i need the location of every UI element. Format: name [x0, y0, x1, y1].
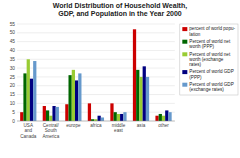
x-tick-label: middleeast: [112, 123, 126, 133]
bar: [65, 104, 68, 121]
bar: [52, 106, 55, 121]
bars: [20, 29, 172, 121]
bar: [136, 70, 139, 121]
bar: [91, 119, 94, 121]
x-tick-label: asia: [137, 123, 146, 128]
legend-label: Percent of world networth (exchangerates…: [189, 52, 231, 67]
legend-label: Percent of world GDP(exchange rates): [189, 82, 233, 92]
x-tick-label: Central/SouthAmerica: [42, 123, 59, 139]
bar: [133, 29, 136, 121]
y-tick-label: 55: [10, 22, 16, 27]
bar: [49, 116, 52, 121]
bar: [143, 66, 146, 121]
y-tick-label: 30: [10, 66, 16, 71]
bar: [114, 112, 117, 121]
x-tick-label: europe: [66, 123, 81, 128]
bar: [43, 106, 46, 121]
bar: [78, 73, 81, 121]
grid-line: [17, 41, 175, 42]
grid-line: [17, 94, 175, 95]
legend-label: Percent of world GDP(PPP): [189, 69, 233, 79]
grid-line: [17, 32, 175, 33]
y-tick-label: 25: [10, 75, 16, 80]
bar: [75, 80, 78, 121]
bar: [23, 73, 26, 121]
bar: [101, 117, 104, 121]
grid-line: [17, 24, 175, 25]
legend-frame: [180, 24, 238, 95]
x-tick-label: USAandCanada: [20, 123, 37, 139]
x-tick-label: africa: [90, 123, 102, 128]
bar: [20, 112, 23, 121]
legend-swatch: [182, 27, 187, 31]
x-axis: USAandCanada Central/SouthAmerica europe af…: [20, 123, 169, 139]
bar: [27, 59, 30, 121]
x-tick-label: other: [158, 123, 169, 128]
plot-area: [17, 24, 175, 121]
grid-line: [17, 112, 175, 113]
legend-swatch: [182, 83, 187, 87]
bar: [168, 112, 171, 121]
bar: [33, 61, 36, 121]
legend-swatch: [182, 52, 187, 56]
bar: [146, 77, 149, 121]
y-tick-label: 50: [10, 30, 16, 35]
y-tick-label: 35: [10, 57, 16, 62]
y-tick-label: 15: [10, 92, 16, 97]
grid-line: [17, 59, 175, 60]
bar: [155, 116, 158, 121]
grid-line: [17, 103, 175, 104]
bar: [162, 116, 165, 121]
bar: [110, 103, 113, 121]
y-tick-label: 10: [10, 101, 16, 106]
y-tick-label: 20: [10, 83, 16, 88]
y-axis: 0 5 10 15 20 25 30 35 40 45 50 55: [10, 22, 175, 124]
bar: [117, 114, 120, 121]
grid-line: [17, 68, 175, 69]
bar: [56, 107, 59, 121]
y-tick-label: 45: [10, 39, 16, 44]
bar: [120, 114, 123, 121]
bar: [46, 110, 49, 121]
bar: [159, 114, 162, 121]
legend-swatch: [182, 70, 187, 74]
bar: [123, 112, 126, 121]
grid-line: [17, 50, 175, 51]
chart: World Distribution of Household Wealth,G…: [0, 0, 240, 158]
bar: [88, 103, 91, 121]
bar: [68, 75, 71, 121]
x-axis-line: [17, 121, 175, 122]
bar: [72, 70, 75, 121]
legend-swatch: [182, 40, 187, 44]
grid-line: [17, 76, 175, 77]
legend-label: Percent of world networth (PPP): [189, 39, 231, 49]
y-tick-label: 0: [12, 119, 15, 124]
bar: [139, 77, 142, 121]
grid-line: [17, 85, 175, 86]
bar: [165, 110, 168, 121]
bar: [98, 116, 101, 121]
legend: percent of world popu-lation Percent of w…: [180, 24, 238, 95]
legend-label: percent of world popu-lation: [189, 26, 235, 36]
y-tick-label: 5: [12, 110, 15, 115]
title: World Distribution of Household Wealth,G…: [53, 2, 187, 18]
y-tick-label: 40: [10, 48, 16, 53]
bar: [30, 79, 33, 121]
bar: [94, 119, 97, 121]
